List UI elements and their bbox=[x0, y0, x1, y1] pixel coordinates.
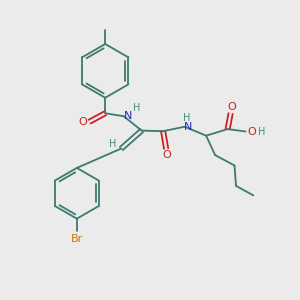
Text: H: H bbox=[109, 139, 117, 149]
Text: O: O bbox=[79, 117, 88, 127]
Text: Br: Br bbox=[71, 234, 83, 244]
Text: H: H bbox=[183, 113, 190, 123]
Text: O: O bbox=[227, 102, 236, 112]
Text: H: H bbox=[133, 103, 140, 113]
Text: N: N bbox=[184, 122, 192, 132]
Text: O: O bbox=[247, 127, 256, 137]
Text: H: H bbox=[258, 127, 266, 137]
Text: O: O bbox=[162, 150, 171, 160]
Text: N: N bbox=[123, 111, 132, 121]
